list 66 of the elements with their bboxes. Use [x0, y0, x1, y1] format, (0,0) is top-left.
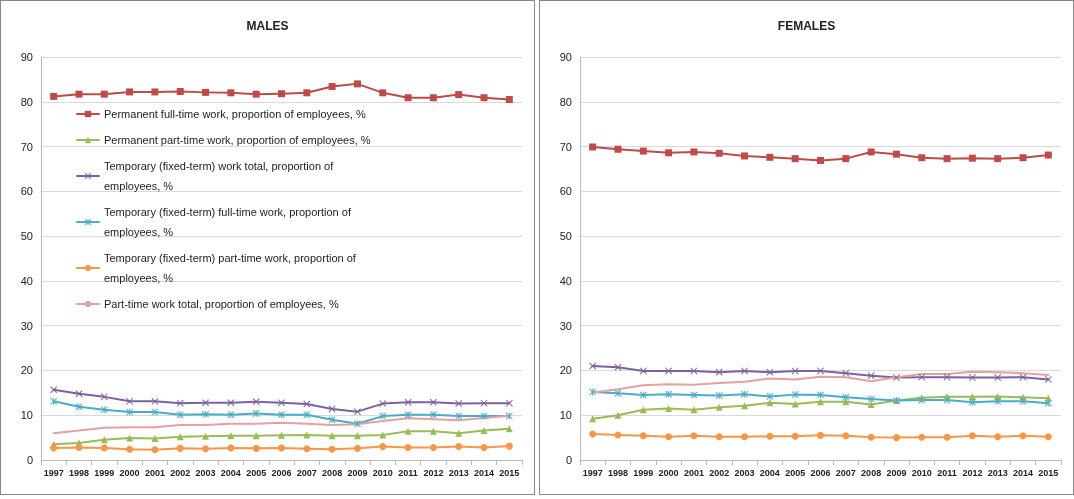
x-tick-label: 1997	[43, 467, 64, 478]
legend-label: Part-time work total, proportion of employees, %	[104, 298, 339, 310]
x-tick-label: 1999	[94, 467, 115, 478]
legend-label: Permanent part-time work, proportion of employees, %	[104, 134, 371, 146]
x-tick-label: 2001	[144, 467, 165, 478]
x-tick-label: 2004	[759, 467, 780, 478]
x-tick-label: 2010	[372, 467, 393, 478]
x-tick-label: 2007	[296, 467, 317, 478]
legend-label: Temporary (fixed-term) full-time work, proportion of employees, %	[104, 206, 355, 238]
x-tick-label: 1999	[633, 467, 654, 478]
x-tick-label: 2005	[246, 467, 267, 478]
y-tick-label: 50	[20, 230, 33, 243]
x-tick-label: 2013	[448, 467, 469, 478]
x-tick-label: 2002	[170, 467, 191, 478]
x-tick-label: 2014	[474, 467, 495, 478]
y-tick-label: 30	[559, 319, 572, 332]
x-tick-label: 2002	[709, 467, 730, 478]
x-tick-label: 2011	[937, 467, 957, 478]
x-tick-label: 2003	[734, 467, 755, 478]
y-tick-label: 60	[559, 185, 572, 198]
x-tick-label: 2009	[347, 467, 368, 478]
x-tick-label: 2004	[220, 467, 241, 478]
x-tick-label: 2006	[810, 467, 831, 478]
x-tick-label: 2014	[1013, 467, 1034, 478]
x-tick-label: 2010	[911, 467, 932, 478]
y-tick-label: 40	[20, 274, 33, 287]
y-tick-label: 50	[559, 230, 572, 243]
x-tick-label: 2012	[962, 467, 983, 478]
legend-label: Temporary (fixed-term) part-time work, proportion of employees, %	[104, 252, 359, 284]
x-tick-label: 1998	[68, 467, 89, 478]
y-tick-label: 80	[20, 95, 33, 108]
x-tick-label: 2011	[398, 467, 418, 478]
y-tick-label: 60	[20, 185, 33, 198]
y-tick-label: 20	[20, 364, 33, 377]
x-tick-label: 1997	[582, 467, 603, 478]
y-tick-label: 0	[565, 454, 572, 466]
y-tick-label: 10	[20, 409, 33, 422]
y-tick-label: 0	[26, 454, 33, 466]
x-tick-label: 2013	[987, 467, 1008, 478]
x-tick-label: 2003	[195, 467, 216, 478]
x-tick-label: 2015	[1038, 467, 1059, 478]
y-tick-label: 20	[559, 364, 572, 377]
y-tick-label: 40	[559, 274, 572, 287]
x-tick-label: 2001	[683, 467, 704, 478]
x-tick-label: 1998	[607, 467, 628, 478]
chart-title: MALES	[246, 19, 289, 33]
x-tick-label: 2012	[423, 467, 444, 478]
y-tick-label: 30	[20, 319, 33, 332]
y-tick-label: 90	[559, 51, 572, 63]
x-tick-label: 2006	[271, 467, 292, 478]
y-tick-label: 90	[20, 51, 33, 63]
x-tick-label: 2000	[119, 467, 140, 478]
x-tick-label: 2008	[861, 467, 882, 478]
x-tick-label: 2005	[785, 467, 806, 478]
x-tick-label: 2009	[886, 467, 907, 478]
x-tick-label: 2008	[322, 467, 343, 478]
legend-label: Temporary (fixed-term) work total, proportion of employees, %	[104, 160, 337, 192]
x-tick-label: 2015	[499, 467, 520, 478]
legend-label: Permanent full-time work, proportion of employees, %	[104, 108, 366, 120]
x-tick-label: 2000	[658, 467, 679, 478]
x-tick-label: 2007	[835, 467, 856, 478]
y-tick-label: 70	[559, 140, 572, 153]
y-tick-label: 10	[559, 409, 572, 422]
chart-title: FEMALES	[777, 19, 836, 33]
y-tick-label: 70	[20, 140, 33, 153]
y-tick-label: 80	[559, 95, 572, 108]
